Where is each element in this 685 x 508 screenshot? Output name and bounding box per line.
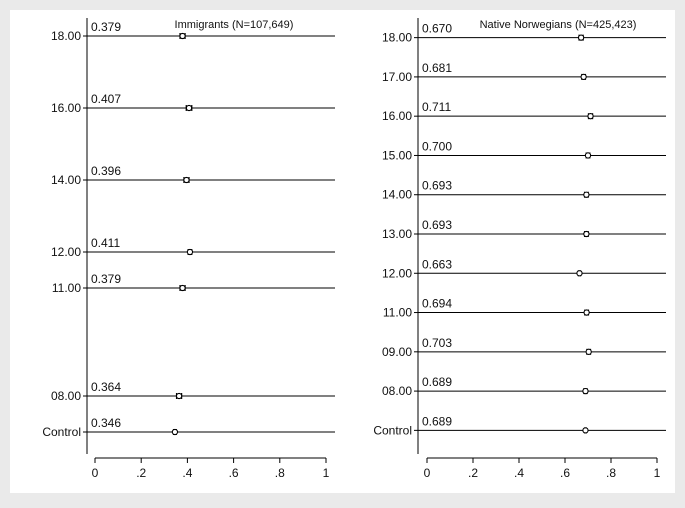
y-tick-label: Control	[373, 423, 412, 437]
y-tick-label: 11.00	[52, 281, 81, 295]
data-point	[587, 113, 594, 120]
data-point	[186, 248, 194, 256]
x-tick-label: 1	[323, 466, 330, 480]
data-label: 0.700	[422, 139, 452, 153]
data-label: 0.407	[91, 92, 121, 106]
y-tick-label: 12.00	[382, 266, 412, 280]
data-label: 0.663	[422, 257, 452, 271]
y-tick-label: 14.00	[51, 173, 81, 187]
y-tick-label: 17.00	[382, 70, 412, 84]
data-point	[577, 34, 585, 41]
data-label: 0.693	[422, 179, 452, 193]
data-point	[583, 230, 590, 238]
data-label: 0.379	[91, 20, 121, 34]
panel-native-norwegians: Native Norwegians (N=425,423) 0 .2 .4 .6 .8 1…	[373, 18, 666, 480]
data-point	[576, 270, 583, 277]
panel-title: Immigrants (N=107,649)	[175, 19, 294, 31]
data-label: 0.346	[91, 416, 121, 430]
x-tick-label: .4	[514, 466, 524, 480]
data-label: 0.364	[91, 380, 121, 394]
y-tick-label: 18.00	[51, 29, 81, 43]
data-point	[580, 73, 587, 81]
y-tick-label: Control	[42, 425, 81, 439]
data-point	[179, 32, 186, 40]
panel-title: Native Norwegians (N=425,423)	[480, 19, 637, 31]
data-label: 0.379	[91, 272, 121, 286]
x-tick-label: .8	[275, 466, 285, 480]
x-tick-label: 1	[654, 466, 661, 480]
y-tick-label: 08.00	[51, 389, 81, 403]
data-point	[183, 176, 190, 184]
data-label: 0.411	[91, 236, 120, 250]
data-label: 0.689	[422, 414, 452, 428]
data-point	[583, 309, 590, 316]
data-label: 0.703	[422, 336, 452, 350]
data-label: 0.689	[422, 375, 452, 389]
y-tick-label: 16.00	[382, 109, 412, 123]
data-label: 0.670	[422, 22, 452, 36]
y-tick-label: 14.00	[382, 188, 412, 202]
x-tick-label: .2	[468, 466, 478, 480]
x-tick-label: .2	[136, 466, 146, 480]
data-point	[584, 152, 592, 159]
x-tick-label: 0	[92, 466, 99, 480]
y-tick-label: 11.00	[383, 306, 412, 320]
data-label: 0.693	[422, 218, 452, 232]
y-tick-label: 12.00	[51, 245, 81, 259]
x-tick-label: .4	[182, 466, 192, 480]
y-tick-label: 15.00	[382, 148, 412, 162]
y-tick-label: 08.00	[382, 384, 412, 398]
y-tick-label: 16.00	[51, 101, 81, 115]
data-point	[175, 392, 183, 400]
data-point	[171, 428, 179, 436]
y-tick-label: 18.00	[382, 31, 412, 45]
data-point	[582, 427, 589, 434]
data-label: 0.711	[422, 100, 451, 114]
data-point	[179, 284, 186, 292]
y-tick-label: 13.00	[382, 227, 412, 241]
data-point	[583, 191, 590, 198]
y-tick-label: 09.00	[382, 345, 412, 359]
x-tick-label: .6	[229, 466, 239, 480]
data-point	[185, 104, 193, 112]
x-tick-label: .6	[560, 466, 570, 480]
data-point	[585, 348, 592, 355]
x-tick-label: .8	[606, 466, 616, 480]
panel-immigrants: Immigrants (N=107,649) 0 .2 .4 .6 .8 1 18.00 0.…	[42, 18, 335, 480]
x-tick-label: 0	[424, 466, 431, 480]
data-label: 0.681	[422, 61, 452, 75]
data-label: 0.694	[422, 297, 452, 311]
data-label: 0.396	[91, 164, 121, 178]
data-point	[582, 387, 589, 395]
